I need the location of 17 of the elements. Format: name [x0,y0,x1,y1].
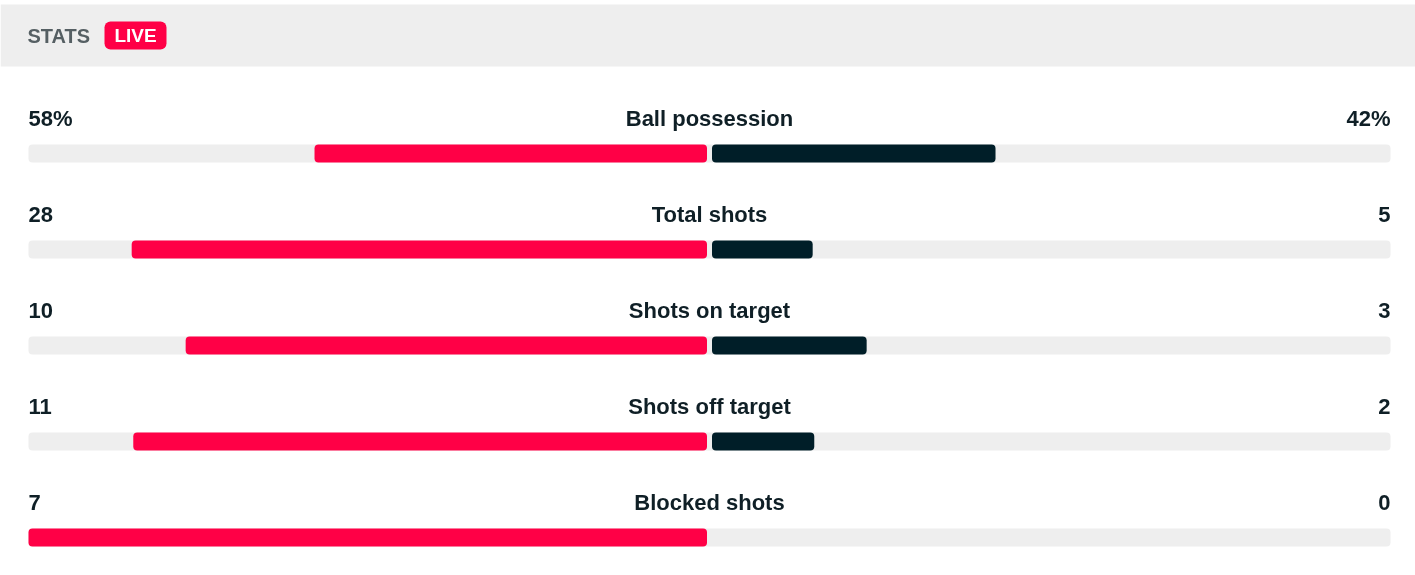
data-label: 42% [1346,106,1391,131]
text: LIVE [114,25,157,46]
category-label: Blocked shots [634,490,785,515]
text: STATS [27,24,91,47]
data-label: 11 [28,394,52,419]
data-label: 3 [1378,298,1391,323]
category-label: Shots off target [628,394,792,419]
data-label: 2 [1378,394,1391,419]
data-label: 0 [1378,490,1391,515]
category-label: Total shots [651,202,768,227]
data-label: 10 [28,298,53,323]
data-label: 58% [28,106,73,131]
category-label: Ball possession [625,106,794,131]
category-label: Shots on target [628,298,791,323]
data-label: 7 [28,490,41,515]
data-label: 28 [28,202,53,227]
data-label: 5 [1378,202,1391,227]
